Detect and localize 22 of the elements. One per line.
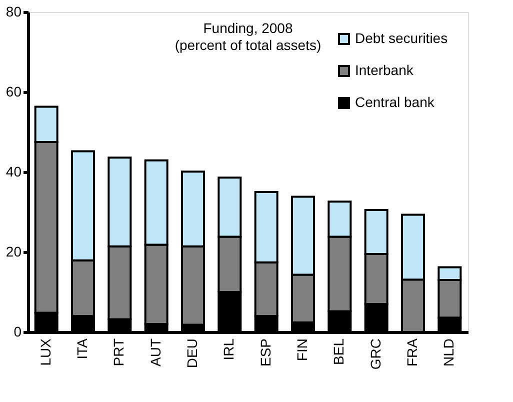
x-tick-label: ITA [74,338,90,360]
x-tick-label: ESP [257,338,274,367]
y-tick-label: 80 [6,4,22,20]
x-tick-label: PRT [110,338,127,366]
x-tick-label: FRA [404,338,420,366]
text: (percent of total assets) [174,37,322,53]
x-tick-label: NLD [440,338,457,367]
y-tick-label: 40 [6,164,22,180]
y-tick-label: 60 [6,84,22,100]
x-tick-label: GRC [367,338,384,370]
x-tick-label: DEU [184,338,200,368]
x-tick-label: AUT [147,338,164,366]
text: Funding, 2008 [203,20,293,36]
x-tick-label: LUX [37,338,54,366]
x-tick-label: FIN [294,338,310,362]
legend-label: Central bank [355,94,436,110]
legend-label: Interbank [355,62,414,78]
y-tick-label: 20 [6,244,22,260]
x-tick-label: BEL [330,338,347,365]
y-tick-label: 0 [14,324,22,340]
legend-label: Debt securities [355,30,448,46]
x-tick-label: IRL [220,338,237,360]
